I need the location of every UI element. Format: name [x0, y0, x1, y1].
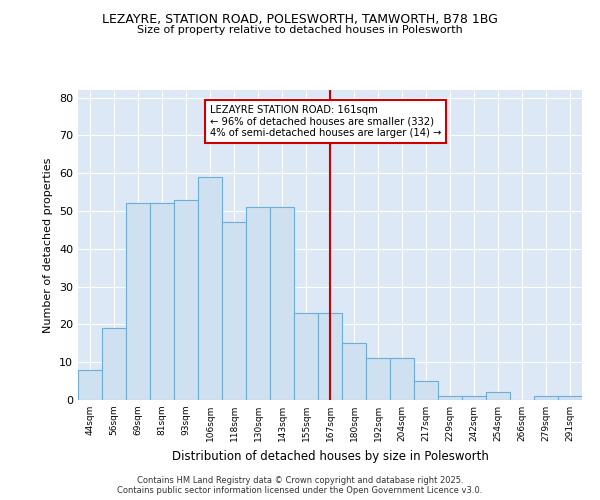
Bar	[174, 200, 198, 400]
Bar	[198, 177, 222, 400]
Bar	[102, 328, 126, 400]
Bar	[222, 222, 246, 400]
Bar	[414, 381, 438, 400]
Bar	[462, 396, 486, 400]
Text: LEZAYRE STATION ROAD: 161sqm
← 96% of detached houses are smaller (332)
4% of se: LEZAYRE STATION ROAD: 161sqm ← 96% of de…	[210, 105, 442, 138]
Bar	[534, 396, 558, 400]
Bar	[342, 344, 366, 400]
Bar	[438, 396, 462, 400]
Bar	[486, 392, 510, 400]
X-axis label: Distribution of detached houses by size in Polesworth: Distribution of detached houses by size …	[172, 450, 488, 462]
Bar	[558, 396, 582, 400]
Text: LEZAYRE, STATION ROAD, POLESWORTH, TAMWORTH, B78 1BG: LEZAYRE, STATION ROAD, POLESWORTH, TAMWO…	[102, 12, 498, 26]
Bar	[78, 370, 102, 400]
Bar	[390, 358, 414, 400]
Bar	[126, 204, 150, 400]
Bar	[318, 313, 342, 400]
Text: Size of property relative to detached houses in Polesworth: Size of property relative to detached ho…	[137, 25, 463, 35]
Bar	[366, 358, 390, 400]
Bar	[294, 313, 318, 400]
Bar	[246, 207, 270, 400]
Text: Contains HM Land Registry data © Crown copyright and database right 2025.
Contai: Contains HM Land Registry data © Crown c…	[118, 476, 482, 495]
Bar	[150, 204, 174, 400]
Y-axis label: Number of detached properties: Number of detached properties	[43, 158, 53, 332]
Bar	[270, 207, 294, 400]
